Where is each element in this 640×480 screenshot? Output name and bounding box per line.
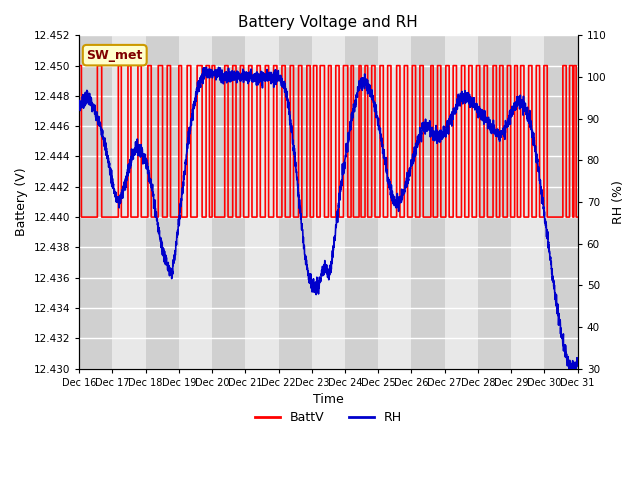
Bar [545,36,578,369]
Bar [179,36,212,369]
Bar [245,36,278,369]
Y-axis label: Battery (V): Battery (V) [15,168,28,236]
Bar [212,36,245,369]
Bar [445,36,478,369]
Text: SW_met: SW_met [86,48,143,61]
Bar [145,36,179,369]
Bar [278,36,312,369]
Legend: BattV, RH: BattV, RH [250,406,407,429]
Bar [113,36,145,369]
Bar [412,36,445,369]
Bar [312,36,345,369]
Bar [511,36,545,369]
Title: Battery Voltage and RH: Battery Voltage and RH [239,15,419,30]
X-axis label: Time: Time [313,393,344,406]
Bar [345,36,378,369]
Bar [478,36,511,369]
Y-axis label: RH (%): RH (%) [612,180,625,224]
Bar [79,36,113,369]
Bar [378,36,412,369]
